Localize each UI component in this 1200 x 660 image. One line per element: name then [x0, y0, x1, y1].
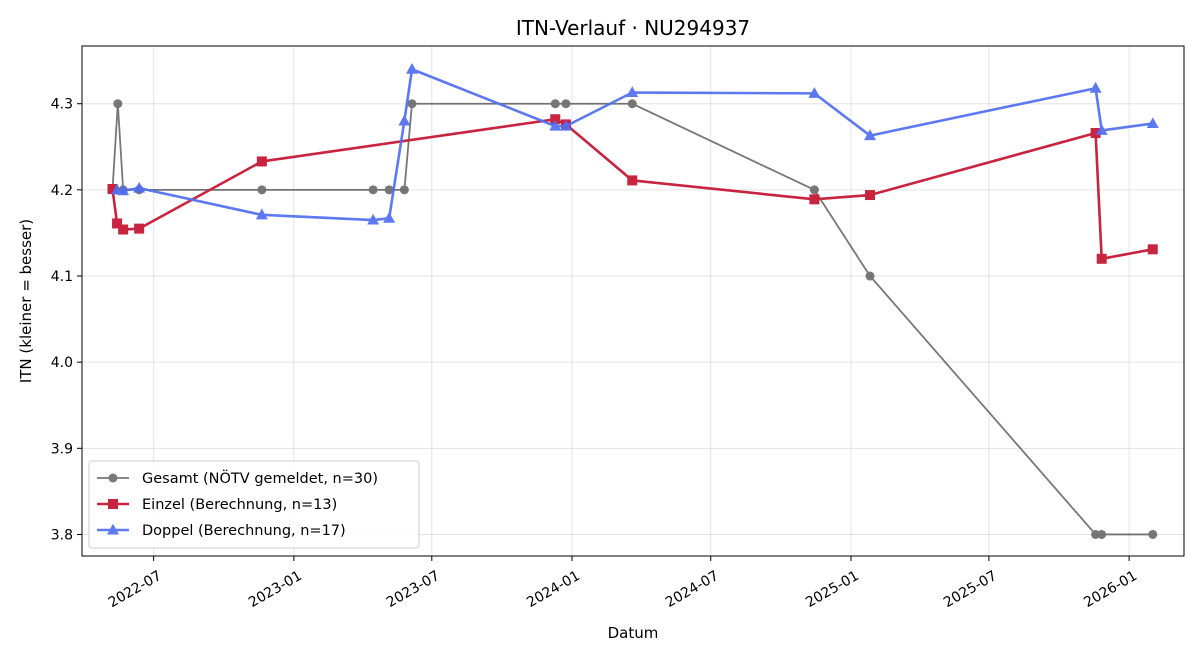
data-point	[1089, 81, 1102, 93]
data-point	[118, 224, 129, 235]
legend-label: Doppel (Berechnung, n=17)	[142, 523, 346, 539]
x-tick-label: 2024-07	[663, 568, 722, 611]
legend-label: Gesamt (NÖTV gemeldet, n=30)	[142, 469, 378, 487]
legend-swatch	[97, 499, 129, 509]
legend-swatch	[97, 473, 129, 483]
y-tick-label: 3.9	[51, 441, 73, 457]
data-point	[550, 114, 561, 125]
data-point	[367, 213, 380, 225]
data-point	[256, 156, 267, 167]
legend-marker	[107, 523, 119, 535]
x-tick-label: 2023-07	[384, 568, 443, 611]
y-tick-label: 4.1	[51, 269, 73, 285]
data-point	[399, 185, 409, 195]
x-tick-label: 2025-07	[941, 568, 1000, 611]
legend-marker	[108, 499, 118, 509]
data-point	[808, 87, 821, 98]
data-point	[107, 184, 118, 195]
data-point	[550, 99, 560, 109]
data-point	[398, 114, 411, 126]
data-point	[1146, 117, 1159, 129]
data-point	[865, 190, 876, 201]
x-tick-label: 2026-01	[1081, 568, 1140, 611]
data-point	[255, 208, 268, 220]
y-tick-label: 4.2	[51, 183, 73, 199]
data-point	[1095, 124, 1108, 135]
data-point	[561, 99, 571, 109]
data-point	[1096, 253, 1107, 264]
data-point	[627, 175, 638, 186]
data-point	[405, 62, 418, 74]
data-point	[809, 194, 820, 205]
legend-label: Einzel (Berechnung, n=13)	[142, 497, 337, 513]
data-point	[1090, 128, 1101, 139]
data-point	[1148, 529, 1158, 539]
data-point	[864, 129, 877, 141]
series-line	[116, 67, 1153, 222]
y-tick-label: 4.0	[51, 355, 73, 371]
data-point	[112, 218, 123, 229]
data-point	[368, 185, 378, 195]
series-layer	[107, 62, 1159, 539]
x-tick-label: 2023-01	[246, 568, 305, 611]
data-point	[627, 99, 637, 109]
y-tick-label: 3.8	[51, 527, 73, 543]
legend: Gesamt (NÖTV gemeldet, n=30) Einzel (Bere…	[88, 460, 420, 549]
chart-title: ITN-Verlauf · NU294937	[516, 16, 750, 40]
series-doppel	[111, 62, 1159, 225]
legend-marker	[108, 473, 118, 483]
plot-frame	[81, 45, 1185, 557]
legend-box	[88, 460, 420, 549]
data-point	[549, 119, 562, 131]
y-axis-label: ITN (kleiner = besser)	[17, 219, 35, 383]
data-point	[626, 86, 639, 98]
data-point	[559, 119, 572, 131]
data-point	[809, 185, 819, 195]
data-point	[865, 271, 875, 281]
x-tick-label: 2025-01	[803, 568, 862, 611]
data-point	[117, 184, 130, 196]
legend-swatch	[97, 523, 129, 535]
data-point	[407, 99, 417, 109]
x-axis-label: Datum	[608, 624, 659, 642]
data-point	[133, 181, 146, 193]
data-point	[257, 185, 267, 195]
y-tick-label: 4.3	[51, 97, 73, 113]
data-point	[113, 99, 123, 109]
x-tick-label: 2022-07	[106, 568, 165, 611]
data-point	[384, 185, 394, 195]
data-point	[1147, 244, 1158, 255]
data-point	[134, 223, 145, 234]
data-point	[383, 211, 396, 223]
x-tick-label: 2024-01	[524, 568, 583, 611]
data-point	[1097, 529, 1107, 539]
